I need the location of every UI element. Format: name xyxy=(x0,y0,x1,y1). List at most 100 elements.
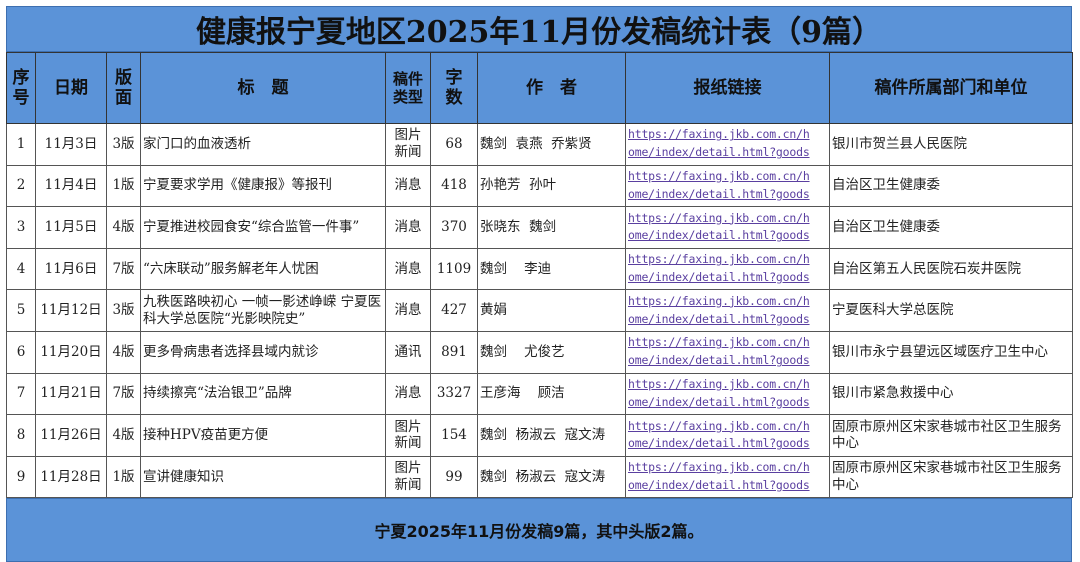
cell-words: 1109 xyxy=(430,247,478,291)
table-row: 9 11月28日 1版 宣讲健康知识 图片新闻 99 魏剑 杨淑云 寇文涛 ht… xyxy=(6,455,1073,499)
header-words: 字数 xyxy=(430,52,478,124)
cell-title: 宁夏要求学用《健康报》等报刊 xyxy=(140,164,386,208)
header-title: 标 题 xyxy=(140,52,386,124)
cell-no: 9 xyxy=(6,455,36,499)
header-unit: 稿件所属部门和单位 xyxy=(829,52,1073,124)
link-line-2[interactable]: ome/index/detail.html?goods xyxy=(628,394,810,409)
link-line-1[interactable]: https://faxing.jkb.com.cn/h xyxy=(628,252,810,267)
cell-date: 11月5日 xyxy=(35,206,107,249)
cell-type: 消息 xyxy=(385,206,431,249)
link-line-1[interactable]: https://faxing.jkb.com.cn/h xyxy=(628,210,810,225)
link-line-2[interactable]: ome/index/detail.html?goods xyxy=(628,436,810,451)
cell-no: 1 xyxy=(6,123,36,166)
table-row: 2 11月4日 1版 宁夏要求学用《健康报》等报刊 消息 418 孙艳芳 孙叶 … xyxy=(6,164,1073,208)
cell-type: 消息 xyxy=(385,372,431,416)
cell-date: 11月6日 xyxy=(35,247,107,291)
cell-words: 3327 xyxy=(430,372,478,416)
cell-no: 4 xyxy=(6,247,36,291)
cell-unit: 银川市永宁县望远区域医疗卫生中心 xyxy=(829,330,1073,374)
stats-table-document: 健康报宁夏地区2025年11月份发稿统计表（9篇） 序号 日期 版面 标 题 稿… xyxy=(6,6,1073,562)
cell-title: “六床联动”服务解老年人忧困 xyxy=(140,247,386,291)
cell-unit: 银川市紧急救援中心 xyxy=(829,372,1073,416)
link-line-1[interactable]: https://faxing.jkb.com.cn/h xyxy=(628,127,810,142)
cell-words: 68 xyxy=(430,123,478,166)
cell-title: 宁夏推进校园食安“综合监管一件事” xyxy=(140,206,386,249)
table-row: 3 11月5日 4版 宁夏推进校园食安“综合监管一件事” 消息 370 张晓东 … xyxy=(6,206,1073,249)
link-line-2[interactable]: ome/index/detail.html?goods xyxy=(628,145,810,160)
link-line-2[interactable]: ome/index/detail.html?goods xyxy=(628,186,810,201)
cell-title: 九秩医路映初心 一帧一影述峥嵘 宁夏医科大学总医院“光影映院史” xyxy=(140,289,386,332)
cell-no: 3 xyxy=(6,206,36,249)
newspaper-link[interactable]: https://faxing.jkb.com.cn/h ome/index/det… xyxy=(625,330,830,374)
newspaper-link[interactable]: https://faxing.jkb.com.cn/h ome/index/det… xyxy=(625,206,830,249)
newspaper-link[interactable]: https://faxing.jkb.com.cn/h ome/index/det… xyxy=(625,289,830,332)
cell-words: 370 xyxy=(430,206,478,249)
cell-words: 99 xyxy=(430,455,478,499)
cell-date: 11月3日 xyxy=(35,123,107,166)
cell-author: 魏剑 李迪 xyxy=(477,247,626,291)
cell-words: 427 xyxy=(430,289,478,332)
submission-table: 序号 日期 版面 标 题 稿件类型 字数 作 者 报纸链接 稿件所属部门和单位 … xyxy=(6,52,1073,499)
cell-no: 2 xyxy=(6,164,36,208)
cell-date: 11月26日 xyxy=(35,414,107,457)
cell-page: 1版 xyxy=(106,455,141,499)
cell-author: 魏剑 袁燕 乔紫贤 xyxy=(477,123,626,166)
cell-page: 4版 xyxy=(106,414,141,457)
cell-unit: 自治区第五人民医院石炭井医院 xyxy=(829,247,1073,291)
link-line-1[interactable]: https://faxing.jkb.com.cn/h xyxy=(628,460,810,475)
cell-author: 王彦海 顾洁 xyxy=(477,372,626,416)
cell-type: 消息 xyxy=(385,164,431,208)
table-row: 7 11月21日 7版 持续擦亮“法治银卫”品牌 消息 3327 王彦海 顾洁 … xyxy=(6,372,1073,416)
cell-page: 3版 xyxy=(106,289,141,332)
cell-date: 11月4日 xyxy=(35,164,107,208)
cell-page: 7版 xyxy=(106,372,141,416)
link-line-1[interactable]: https://faxing.jkb.com.cn/h xyxy=(628,377,810,392)
cell-no: 8 xyxy=(6,414,36,457)
newspaper-link[interactable]: https://faxing.jkb.com.cn/h ome/index/det… xyxy=(625,414,830,457)
cell-author: 黄娟 xyxy=(477,289,626,332)
link-line-2[interactable]: ome/index/detail.html?goods xyxy=(628,478,810,493)
header-date: 日期 xyxy=(35,52,107,124)
cell-author: 魏剑 杨淑云 寇文涛 xyxy=(477,414,626,457)
link-line-2[interactable]: ome/index/detail.html?goods xyxy=(628,270,810,285)
cell-no: 6 xyxy=(6,330,36,374)
link-line-1[interactable]: https://faxing.jkb.com.cn/h xyxy=(628,293,810,308)
cell-unit: 自治区卫生健康委 xyxy=(829,206,1073,249)
cell-words: 154 xyxy=(430,414,478,457)
link-line-2[interactable]: ome/index/detail.html?goods xyxy=(628,353,810,368)
cell-type: 消息 xyxy=(385,247,431,291)
link-line-1[interactable]: https://faxing.jkb.com.cn/h xyxy=(628,418,810,433)
page-title: 健康报宁夏地区2025年11月份发稿统计表（9篇） xyxy=(6,6,1072,52)
cell-date: 11月21日 xyxy=(35,372,107,416)
newspaper-link[interactable]: https://faxing.jkb.com.cn/h ome/index/det… xyxy=(625,372,830,416)
cell-date: 11月12日 xyxy=(35,289,107,332)
cell-title: 持续擦亮“法治银卫”品牌 xyxy=(140,372,386,416)
cell-author: 张晓东 魏剑 xyxy=(477,206,626,249)
newspaper-link[interactable]: https://faxing.jkb.com.cn/h ome/index/det… xyxy=(625,247,830,291)
link-line-1[interactable]: https://faxing.jkb.com.cn/h xyxy=(628,169,810,184)
cell-title: 接种HPV疫苗更方便 xyxy=(140,414,386,457)
header-link: 报纸链接 xyxy=(625,52,830,124)
cell-no: 5 xyxy=(6,289,36,332)
cell-type: 图片新闻 xyxy=(385,455,431,499)
link-line-2[interactable]: ome/index/detail.html?goods xyxy=(628,228,810,243)
table-row: 6 11月20日 4版 更多骨病患者选择县域内就诊 通讯 891 魏剑 尤俊艺 … xyxy=(6,330,1073,374)
newspaper-link[interactable]: https://faxing.jkb.com.cn/h ome/index/det… xyxy=(625,164,830,208)
link-line-1[interactable]: https://faxing.jkb.com.cn/h xyxy=(628,335,810,350)
cell-author: 魏剑 尤俊艺 xyxy=(477,330,626,374)
cell-page: 4版 xyxy=(106,330,141,374)
cell-words: 891 xyxy=(430,330,478,374)
link-line-2[interactable]: ome/index/detail.html?goods xyxy=(628,311,810,326)
cell-words: 418 xyxy=(430,164,478,208)
cell-title: 更多骨病患者选择县域内就诊 xyxy=(140,330,386,374)
cell-type: 通讯 xyxy=(385,330,431,374)
cell-no: 7 xyxy=(6,372,36,416)
cell-page: 7版 xyxy=(106,247,141,291)
table-row: 5 11月12日 3版 九秩医路映初心 一帧一影述峥嵘 宁夏医科大学总医院“光影… xyxy=(6,289,1073,332)
summary-footer: 宁夏2025年11月份发稿9篇，其中头版2篇。 xyxy=(6,498,1072,562)
cell-author: 孙艳芳 孙叶 xyxy=(477,164,626,208)
newspaper-link[interactable]: https://faxing.jkb.com.cn/h ome/index/det… xyxy=(625,123,830,166)
newspaper-link[interactable]: https://faxing.jkb.com.cn/h ome/index/det… xyxy=(625,455,830,499)
header-no: 序号 xyxy=(6,52,36,124)
cell-page: 3版 xyxy=(106,123,141,166)
